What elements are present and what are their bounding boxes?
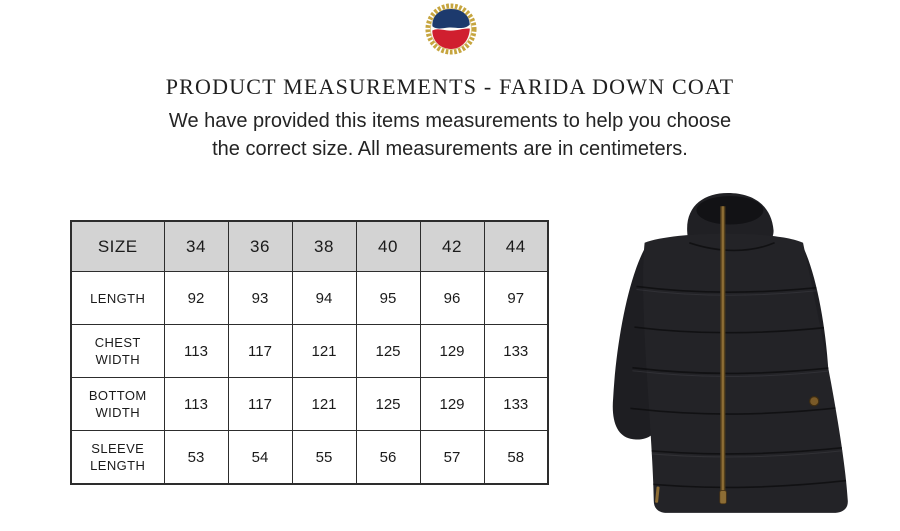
header-cell-size-38: 38 — [291, 220, 357, 272]
measurement-value-cell: 94 — [291, 271, 357, 325]
measurement-value-cell: 121 — [291, 377, 357, 431]
header-cell-size: SIZE — [70, 220, 165, 272]
row-label-cell: BOTTOM WIDTH — [70, 377, 165, 431]
header-cell-size-36: 36 — [227, 220, 293, 272]
measurement-value-cell: 93 — [227, 271, 293, 325]
measurement-value-cell: 121 — [291, 324, 357, 378]
measurement-value-cell: 133 — [483, 324, 549, 378]
measurement-value-cell: 56 — [355, 430, 421, 485]
measurement-value-cell: 117 — [227, 324, 293, 378]
row-label-cell: LENGTH — [70, 271, 165, 325]
measurement-value-cell: 125 — [355, 324, 421, 378]
table-row-sleeve-length: SLEEVE LENGTH 53 54 55 56 57 58 — [70, 430, 549, 485]
row-label-cell: SLEEVE LENGTH — [70, 430, 165, 485]
brand-logo[interactable] — [424, 2, 478, 56]
down-coat-image — [612, 193, 848, 513]
row-label-cell: CHEST WIDTH — [70, 324, 165, 378]
measurement-value-cell: 117 — [227, 377, 293, 431]
measurement-value-cell: 96 — [419, 271, 485, 325]
measurement-value-cell: 129 — [419, 324, 485, 378]
page-title: PRODUCT MEASUREMENTS - FARIDA DOWN COAT — [165, 74, 735, 99]
page-subtitle: We have provided this items measurements… — [0, 107, 900, 163]
row-label: LENGTH — [90, 290, 146, 306]
measurement-value-cell: 95 — [355, 271, 421, 325]
measurement-value-cell: 57 — [419, 430, 485, 485]
zipper-pull — [719, 490, 727, 505]
measurement-value-cell: 58 — [483, 430, 549, 485]
measurement-value-cell: 54 — [227, 430, 293, 485]
row-label: SLEEVE LENGTH — [90, 441, 146, 473]
header-cell-size-40: 40 — [355, 220, 421, 272]
table-row-chest-width: CHEST WIDTH 113 117 121 125 129 133 — [70, 324, 549, 378]
header-cell-size-34: 34 — [163, 220, 229, 272]
measurement-value-cell: 92 — [163, 271, 229, 325]
subtitle-line-2: the correct size. All measurements are i… — [212, 138, 688, 160]
measurement-value-cell: 129 — [419, 377, 485, 431]
measurement-value-cell: 133 — [483, 377, 549, 431]
subtitle-line-1: We have provided this items measurements… — [168, 110, 732, 132]
measurement-value-cell: 113 — [163, 377, 229, 431]
row-label: BOTTOM WIDTH — [88, 388, 147, 420]
table-row-bottom-width: BOTTOM WIDTH 113 117 121 125 129 133 — [70, 377, 549, 431]
measurements-table: SIZE 34 36 38 40 42 44 LENGTH 92 93 94 9… — [70, 220, 549, 485]
row-label: CHEST WIDTH — [94, 335, 141, 367]
brand-crest-icon — [425, 3, 477, 55]
header-cell-size-44: 44 — [483, 220, 549, 272]
header-cell-size-42: 42 — [419, 220, 485, 272]
measurement-value-cell: 125 — [355, 377, 421, 431]
measurement-value-cell: 55 — [291, 430, 357, 485]
table-header-row: SIZE 34 36 38 40 42 44 — [70, 220, 549, 272]
measurement-value-cell: 113 — [163, 324, 229, 378]
table-row-length: LENGTH 92 93 94 95 96 97 — [70, 271, 549, 325]
product-image — [608, 190, 862, 520]
measurement-value-cell: 97 — [483, 271, 549, 325]
cuff-button — [809, 396, 820, 407]
measurement-value-cell: 53 — [163, 430, 229, 485]
